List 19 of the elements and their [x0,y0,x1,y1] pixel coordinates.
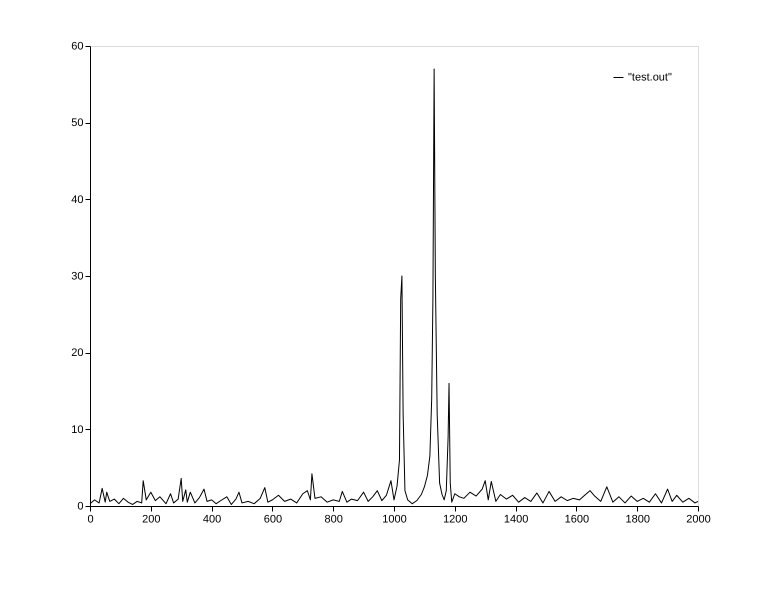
x-tick-label: 600 [264,514,282,526]
x-tick-label: 1800 [625,514,650,526]
x-tick-label: 1600 [564,514,590,526]
x-tick-label: 1000 [382,514,407,526]
y-tick-label: 40 [71,194,84,206]
y-tick-label: 20 [71,347,84,360]
x-tick-label: 200 [142,514,160,526]
legend-label: "test.out" [628,72,672,84]
y-tick-label: 60 [71,40,84,52]
x-tick-label: 800 [324,514,343,526]
x-tick-label: 2000 [686,514,711,526]
x-tick-label: 1400 [504,514,528,526]
y-tick-label: 0 [77,500,84,512]
x-tick-label: 0 [87,514,94,526]
y-tick-label: 50 [71,117,84,130]
y-tick-label: 30 [71,270,84,282]
x-tick-label: 1200 [443,514,468,526]
y-tick-label: 10 [71,424,84,436]
x-tick-label: 400 [202,514,222,526]
